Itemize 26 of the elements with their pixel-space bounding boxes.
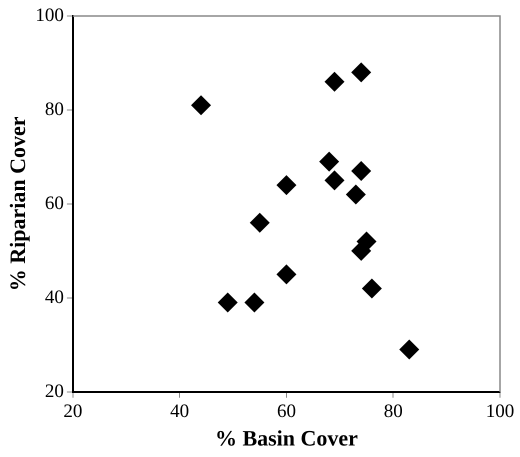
point [319,152,340,172]
point [191,95,212,116]
point [324,72,344,92]
point [399,340,420,360]
point [276,175,296,196]
x-tick-label: 80 [384,401,403,422]
x-tick-label: 20 [63,401,82,422]
y-tick-label: 80 [44,98,64,120]
x-tick-label: 100 [486,401,514,422]
point [351,62,372,82]
y-axis-title: % Riparian Cover [4,116,30,292]
y-tick-label: 40 [44,286,64,308]
x-tick-label: 60 [276,401,296,422]
point [250,212,270,233]
x-tick-label: 40 [170,401,190,422]
point [324,170,344,190]
y-tick-label: 20 [44,380,64,402]
point [351,161,372,182]
point [276,264,296,284]
point [218,292,238,313]
point [346,184,366,205]
y-tick-label: 60 [44,192,64,214]
y-tick-label: 100 [35,4,64,26]
x-axis-title: % Basin Cover [214,425,358,450]
point [244,292,264,313]
point [362,278,382,298]
